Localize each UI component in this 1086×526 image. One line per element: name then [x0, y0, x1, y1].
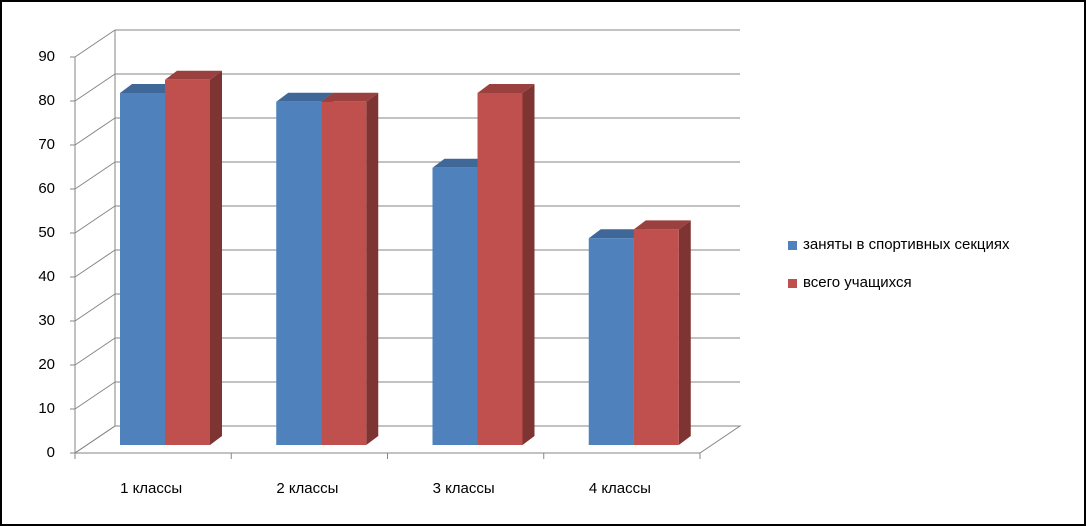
y-tick-label: 40	[38, 268, 55, 285]
bar-top	[633, 220, 691, 230]
wall-line	[74, 425, 116, 454]
bar	[633, 229, 679, 445]
y-tick-label: 20	[38, 356, 55, 373]
bar-top	[321, 92, 379, 102]
bar	[432, 167, 478, 446]
bar	[588, 238, 634, 445]
legend-label: заняты в спортивных секциях	[803, 236, 1010, 253]
wall-line	[74, 117, 116, 146]
wall-line	[74, 381, 116, 410]
bar	[321, 101, 367, 446]
bar	[165, 79, 210, 446]
bar-side	[678, 220, 691, 445]
y-tick-label: 60	[38, 180, 55, 197]
legend-swatch	[788, 279, 797, 288]
y-tick-label: 90	[38, 48, 55, 65]
bar-top	[276, 92, 334, 102]
bar-top	[432, 158, 490, 168]
bar	[120, 93, 165, 445]
legend-label: всего учащихся	[803, 274, 912, 291]
wall-line	[74, 205, 116, 234]
bar-side	[366, 92, 379, 446]
bar-side	[522, 84, 535, 445]
y-tick-label: 10	[38, 400, 55, 417]
wall-line	[74, 161, 116, 190]
x-tick-label: 2 классы	[276, 480, 338, 497]
y-tick-label: 50	[38, 224, 55, 241]
y-tick-label: 80	[38, 92, 55, 109]
wall-line	[74, 293, 116, 322]
wall-line	[74, 249, 116, 278]
bar-top	[120, 84, 177, 93]
x-tick-label: 3 классы	[433, 480, 495, 497]
wall-line	[74, 73, 116, 102]
wall-line	[74, 337, 116, 366]
y-tick-label: 70	[38, 136, 55, 153]
bar-top	[477, 84, 535, 93]
y-tick-label: 0	[47, 444, 55, 461]
bar-top	[165, 70, 222, 80]
y-tick-label: 30	[38, 312, 55, 329]
bar	[477, 93, 523, 445]
bar	[276, 101, 322, 446]
x-tick-label: 1 классы	[120, 480, 182, 497]
legend-swatch	[788, 241, 797, 250]
bar-top	[588, 229, 646, 239]
x-tick-label: 4 классы	[589, 480, 651, 497]
bar-side	[210, 70, 222, 446]
wall-line	[74, 29, 116, 58]
